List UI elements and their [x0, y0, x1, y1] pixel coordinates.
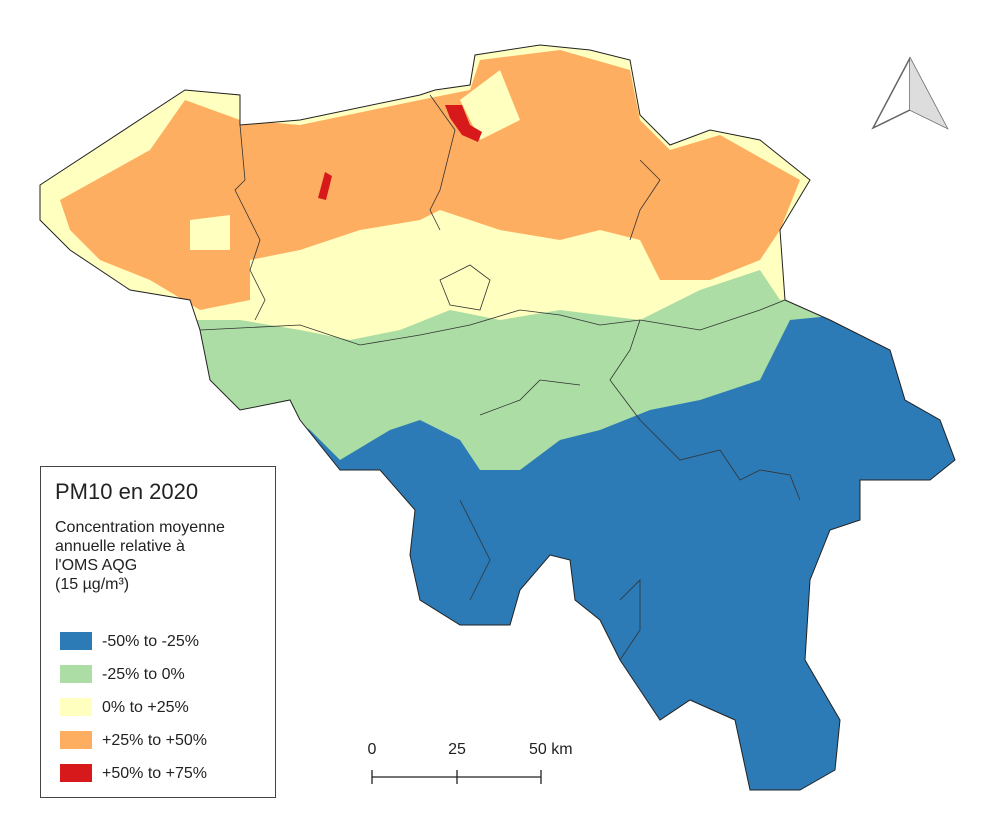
zone-orange [60, 50, 800, 310]
zone-red [445, 105, 482, 142]
legend-swatch [60, 698, 92, 716]
legend-label: 0% to +25% [102, 699, 189, 716]
legend-label: -50% to -25% [102, 633, 199, 650]
scale-label: 50 km [529, 741, 573, 758]
subtitle-line: (15 µg/m³) [55, 576, 129, 593]
scale-line [371, 770, 542, 784]
legend-swatch [60, 731, 92, 749]
zone-yellow [460, 70, 520, 140]
zone-yellow [190, 215, 230, 250]
region-borders [199, 94, 801, 661]
legend-label: +50% to +75% [102, 765, 207, 782]
zone-red [318, 172, 332, 200]
legend-title: PM10 en 2020 [55, 479, 198, 504]
legend-label: +25% to +50% [102, 732, 207, 749]
legend-label: -25% to 0% [102, 666, 185, 683]
zone-green [560, 360, 650, 400]
subtitle-line: annuelle relative à [55, 538, 185, 555]
legend-items: -50% to -25% -25% to 0% 0% to +25% +25% to … [60, 632, 207, 782]
scale-label: 0 [368, 741, 377, 758]
legend-swatch [60, 632, 92, 650]
north-arrow-shade [910, 58, 947, 128]
subtitle-line: Concentration moyenne [55, 519, 225, 536]
legend-subtitle: Concentration moyenne annuelle relative à… [55, 519, 225, 593]
scale-bar: 0 25 50 km [368, 741, 573, 784]
legend-swatch [60, 665, 92, 683]
scale-label: 25 [448, 741, 466, 758]
subtitle-line: l'OMS AQG [55, 557, 137, 574]
legend-swatch [60, 764, 92, 782]
